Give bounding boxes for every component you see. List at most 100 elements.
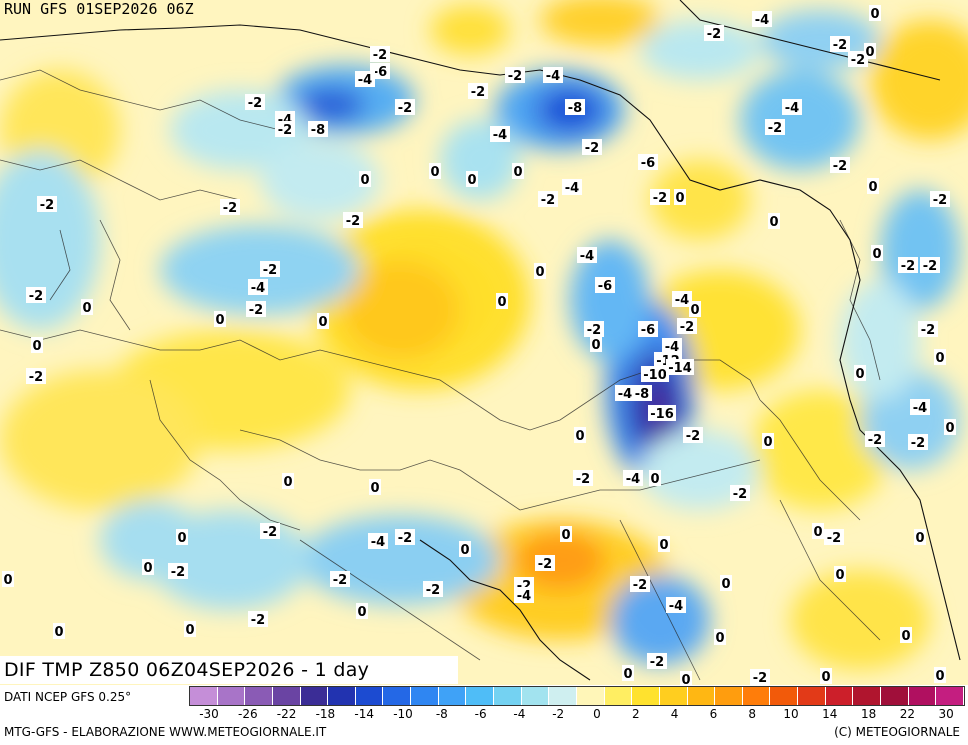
value-label-bg xyxy=(900,627,912,643)
value-label: -2 xyxy=(576,472,590,487)
value-label-bg xyxy=(573,470,593,486)
color-swatch xyxy=(466,687,495,705)
value-label: -2 xyxy=(633,578,647,593)
value-label: -2 xyxy=(333,573,347,588)
value-label-bg xyxy=(934,667,946,683)
value-label-bg xyxy=(31,337,43,353)
value-label-bg xyxy=(355,71,375,87)
value-label-bg xyxy=(81,299,93,315)
run-title: RUN GFS 01SEP2026 06Z xyxy=(4,0,194,18)
value-label: 0 xyxy=(82,301,91,316)
value-label-bg xyxy=(260,261,280,277)
value-label-bg xyxy=(505,67,525,83)
value-label: 0 xyxy=(3,573,12,588)
value-label: -16 xyxy=(650,407,674,422)
value-label: -2 xyxy=(680,320,694,335)
value-label-bg xyxy=(429,163,441,179)
color-scale-tick-label: 30 xyxy=(938,707,954,721)
value-label-bg xyxy=(356,603,368,619)
value-label-bg xyxy=(934,349,946,365)
value-label: 0 xyxy=(721,577,730,592)
value-label: -2 xyxy=(768,121,782,136)
value-label: -2 xyxy=(901,259,915,274)
value-label: -4 xyxy=(517,589,531,604)
value-label-bg xyxy=(330,571,350,587)
value-label-bg xyxy=(490,126,510,142)
map-subtitle: DIF TMP Z850 06Z04SEP2026 - 1 day xyxy=(0,656,458,684)
color-swatch xyxy=(438,687,467,705)
value-label: 0 xyxy=(357,605,366,620)
value-label-bg xyxy=(459,541,471,557)
color-scale-tick-label: -22 xyxy=(276,707,297,721)
color-swatch xyxy=(908,687,937,705)
value-label: 0 xyxy=(467,173,476,188)
color-swatch xyxy=(245,687,273,705)
value-label-bg xyxy=(582,139,602,155)
value-label: -4 xyxy=(626,472,640,487)
value-label: -2 xyxy=(541,193,555,208)
value-label: -2 xyxy=(29,370,43,385)
value-label: 0 xyxy=(460,543,469,558)
country-borders xyxy=(0,69,881,681)
value-label-bg xyxy=(53,623,65,639)
value-label: -2 xyxy=(346,214,360,229)
color-scale-tick-label: -2 xyxy=(552,707,565,721)
value-label: -2 xyxy=(278,123,292,138)
value-label-bg xyxy=(622,665,634,681)
value-label-bg xyxy=(577,247,597,263)
value-label: -4 xyxy=(565,181,579,196)
color-scale-tick-label: 2 xyxy=(631,707,640,721)
value-label: 0 xyxy=(535,265,544,280)
value-label-bg xyxy=(910,399,930,415)
value-label-bg xyxy=(820,668,832,684)
value-label: -2 xyxy=(686,429,700,444)
value-label-bg xyxy=(535,555,555,571)
value-label: -6 xyxy=(641,156,655,171)
value-label-bg xyxy=(834,566,846,582)
color-scale-tick-label: -8 xyxy=(435,707,448,721)
color-swatch xyxy=(300,687,329,705)
value-label-bg xyxy=(649,470,661,486)
credit-right: (C) METEOGIORNALE xyxy=(834,725,960,739)
value-label: 0 xyxy=(763,435,772,450)
value-label: 0 xyxy=(835,568,844,583)
value-label: 0 xyxy=(185,623,194,638)
value-label-bg xyxy=(871,245,883,261)
value-label-bg xyxy=(512,163,524,179)
value-label: -4 xyxy=(371,535,385,550)
color-scale-tick-label: -6 xyxy=(474,707,487,721)
value-label: 0 xyxy=(430,165,439,180)
value-label: -4 xyxy=(546,69,560,84)
value-label: -4 xyxy=(785,101,799,116)
value-label: -4 xyxy=(665,340,679,355)
value-label: 0 xyxy=(681,673,690,685)
value-label-bg xyxy=(689,301,701,317)
value-label-bg xyxy=(248,611,268,627)
color-scale-tick-label: 22 xyxy=(899,707,916,721)
value-label-bg xyxy=(752,11,772,27)
color-swatch xyxy=(742,687,771,705)
value-label: -2 xyxy=(833,159,847,174)
color-scale-tick-label: -30 xyxy=(199,707,219,721)
value-label-bg xyxy=(680,671,692,685)
value-label-bg xyxy=(623,470,643,486)
color-swatch xyxy=(328,687,356,705)
color-swatch xyxy=(632,687,660,705)
value-label-bg xyxy=(782,99,802,115)
value-label: 0 xyxy=(935,351,944,366)
value-label: 0 xyxy=(901,629,910,644)
value-label: -2 xyxy=(911,436,925,451)
value-label-bg xyxy=(245,94,265,110)
value-label-bg xyxy=(343,212,363,228)
color-scale-tick-label: 4 xyxy=(670,707,679,721)
value-label: 0 xyxy=(513,165,522,180)
value-label-bg xyxy=(854,365,866,381)
value-label-bg xyxy=(677,318,697,334)
value-label-bg xyxy=(26,287,46,303)
value-label-bg xyxy=(142,559,154,575)
value-label: 0 xyxy=(690,303,699,318)
color-swatch xyxy=(659,687,688,705)
value-label-bg xyxy=(869,5,881,21)
value-label: -8 xyxy=(635,387,649,402)
value-label-bg xyxy=(395,529,415,545)
